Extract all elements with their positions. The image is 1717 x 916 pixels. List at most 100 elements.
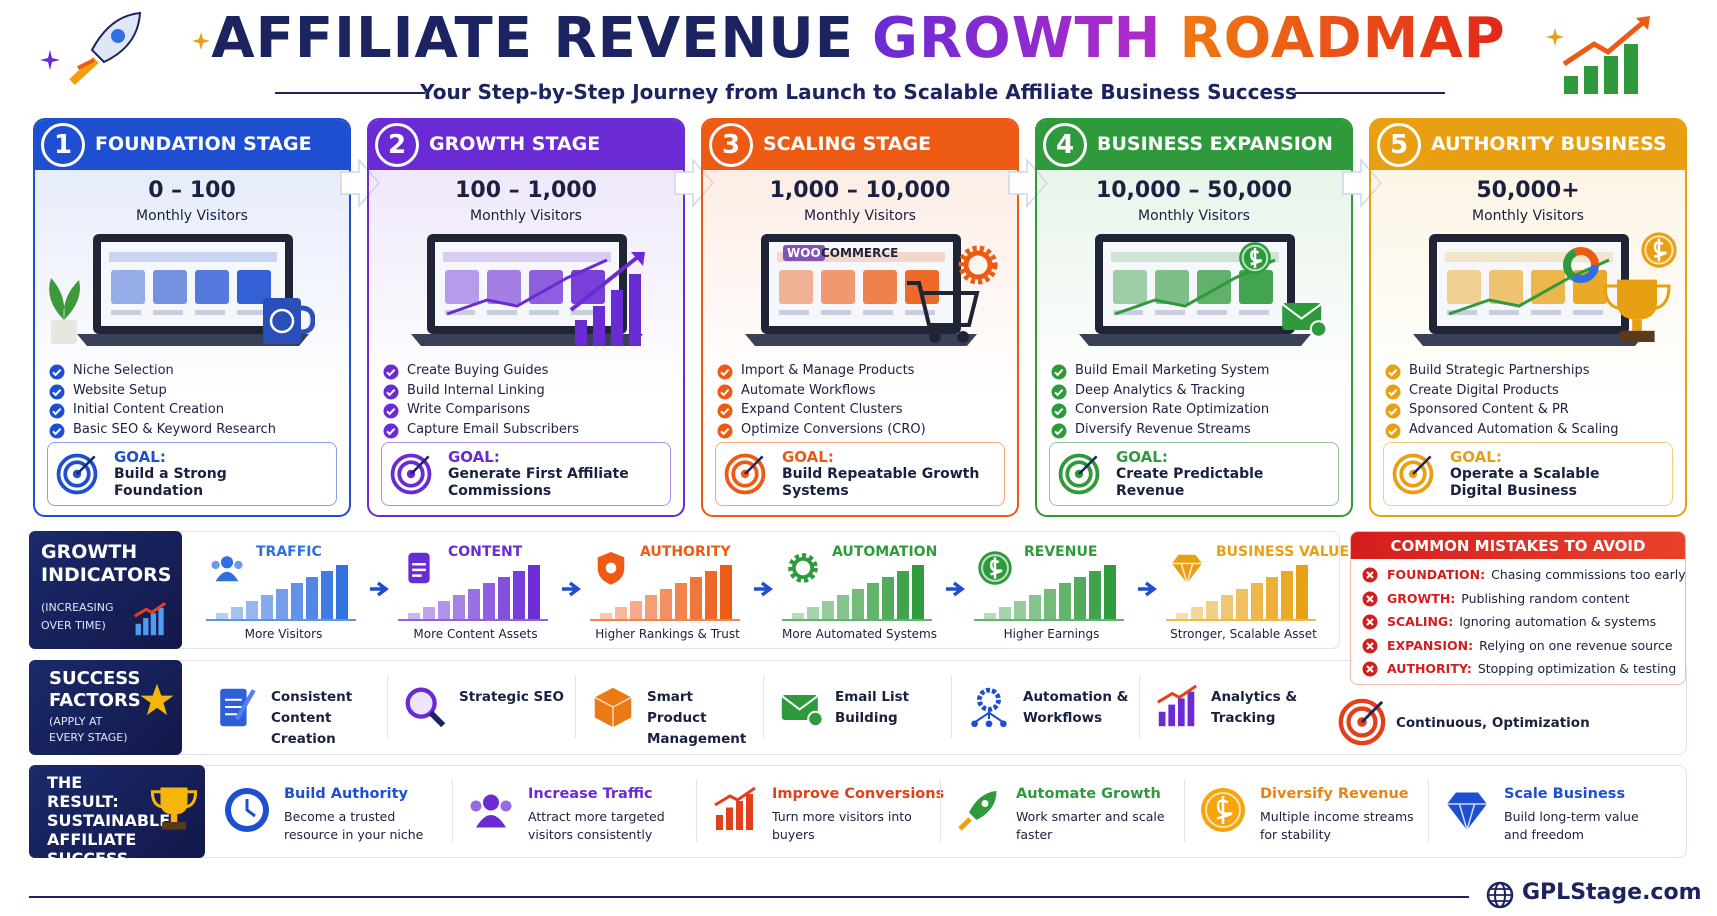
icon-part bbox=[1177, 698, 1185, 727]
icon-part bbox=[1157, 684, 1198, 727]
icon-part bbox=[1445, 252, 1613, 262]
icon-part bbox=[52, 388, 62, 396]
title-part: ROADMAP bbox=[1179, 6, 1506, 71]
icon-part bbox=[1281, 303, 1328, 338]
icon-part bbox=[1051, 364, 1067, 380]
result-item-title: Increase Traffic bbox=[528, 786, 653, 802]
icon-part bbox=[49, 384, 65, 399]
stage-illustration bbox=[63, 230, 323, 354]
indicator-icon bbox=[208, 549, 246, 591]
icon-part bbox=[398, 565, 548, 621]
success-item: Continuous, Optimization bbox=[1396, 715, 1590, 731]
icon-part bbox=[1346, 706, 1378, 738]
icon-part bbox=[781, 695, 824, 728]
result-item-text: Become a trusted resource in your niche bbox=[284, 809, 424, 842]
indicator-arrow bbox=[560, 580, 582, 602]
icon-part bbox=[779, 310, 809, 315]
icon-part bbox=[487, 270, 521, 304]
icon-part bbox=[143, 618, 149, 636]
stage-item: Sponsored Content & PR bbox=[1409, 402, 1569, 417]
goal-text: Build a Strong Foundation bbox=[114, 466, 227, 499]
title: AFFILIATE REVENUE GROWTH ROADMAP bbox=[0, 6, 1717, 71]
icon-part bbox=[736, 801, 743, 830]
icon-part bbox=[717, 423, 733, 438]
icon-part bbox=[912, 565, 924, 619]
icon-part bbox=[1044, 589, 1056, 619]
plant-illustration bbox=[39, 270, 89, 354]
icon-part bbox=[1250, 247, 1263, 269]
result-item-text: Multiple income streams for stability bbox=[1260, 809, 1414, 842]
icon-part bbox=[590, 565, 740, 621]
icon-part bbox=[1366, 641, 1374, 650]
icon-part bbox=[529, 310, 559, 315]
indicator-icon bbox=[976, 549, 1014, 591]
stage-item: Expand Content Clusters bbox=[741, 402, 903, 417]
icon-part bbox=[306, 577, 318, 619]
result-item-title: Automate Growth bbox=[1016, 786, 1161, 802]
stage-item: Create Buying Guides bbox=[407, 363, 549, 378]
icon-part bbox=[483, 583, 495, 619]
icon-part bbox=[386, 427, 396, 435]
stage-number: 4 bbox=[1043, 123, 1087, 167]
icon-part bbox=[134, 602, 167, 618]
indicator-name: TRAFFIC bbox=[256, 544, 322, 560]
icon-part bbox=[1385, 403, 1401, 419]
check-icon bbox=[383, 403, 399, 423]
stage-item: Basic SEO & Keyword Research bbox=[73, 421, 276, 437]
icon-part bbox=[958, 791, 997, 831]
icon-part bbox=[383, 384, 399, 399]
icon-part bbox=[1399, 460, 1427, 488]
woo-badge: WOO bbox=[783, 245, 825, 261]
goal-box: GOAL: Operate a Scalable Digital Business bbox=[1383, 442, 1673, 506]
icon-part bbox=[821, 270, 855, 304]
icon-part bbox=[1051, 364, 1067, 380]
icon-part bbox=[781, 695, 818, 720]
icon-part bbox=[717, 384, 733, 399]
stage-name: SCALING STAGE bbox=[763, 133, 932, 155]
icon-part bbox=[63, 460, 91, 488]
stage-card: 5 AUTHORITY BUSINESS 50,000+ Monthly Visito… bbox=[1369, 118, 1687, 517]
mistake-stage: EXPANSION: bbox=[1387, 637, 1474, 653]
goal-text: Generate First Affiliate Commissions bbox=[448, 466, 629, 499]
result-divider bbox=[1428, 780, 1429, 842]
icon-part bbox=[220, 688, 256, 727]
icon-part bbox=[971, 687, 1007, 728]
icon-part bbox=[1488, 888, 1512, 902]
icon-part bbox=[51, 320, 77, 344]
icon-part bbox=[957, 331, 969, 343]
icon-part bbox=[1641, 232, 1677, 268]
check-icon bbox=[1385, 364, 1401, 384]
icon-part bbox=[714, 786, 756, 807]
icon-part bbox=[1282, 303, 1322, 331]
icon-part bbox=[1051, 403, 1067, 419]
icon-part bbox=[49, 364, 65, 380]
stage-range: 100 – 1,000 bbox=[455, 178, 597, 203]
icon-part bbox=[487, 310, 517, 315]
icon-part bbox=[411, 234, 643, 346]
icon-part bbox=[1111, 252, 1279, 262]
success-item: Analytics & Tracking bbox=[1211, 689, 1298, 726]
icon-part bbox=[49, 403, 65, 419]
success-icon bbox=[777, 683, 825, 735]
result-item-title: Diversify Revenue bbox=[1260, 786, 1409, 802]
mistake-x-icon bbox=[1362, 638, 1378, 658]
result-item-text: Build long-term value and freedom bbox=[1504, 809, 1639, 842]
icon-part bbox=[383, 403, 399, 419]
globe-icon bbox=[1485, 880, 1515, 914]
stage-item: Automate Workflows bbox=[741, 382, 876, 398]
icon-part bbox=[717, 423, 733, 438]
stage-number: 2 bbox=[375, 123, 419, 167]
stage-item: Diversify Revenue Streams bbox=[1075, 421, 1251, 437]
icon-part bbox=[235, 689, 256, 721]
result-divider bbox=[940, 780, 941, 842]
icon-part bbox=[1603, 284, 1671, 310]
icon-part bbox=[1385, 384, 1401, 399]
stage-item: Capture Email Subscribers bbox=[407, 421, 580, 437]
icon-part bbox=[1054, 427, 1064, 435]
icon-part bbox=[1562, 18, 1648, 67]
result-panel bbox=[29, 765, 1687, 858]
icon-part bbox=[1074, 577, 1086, 619]
icon-part bbox=[1447, 792, 1487, 830]
result-icon bbox=[710, 785, 760, 839]
subtitle: Your Step-by-Step Journey from Launch to… bbox=[420, 80, 1297, 104]
